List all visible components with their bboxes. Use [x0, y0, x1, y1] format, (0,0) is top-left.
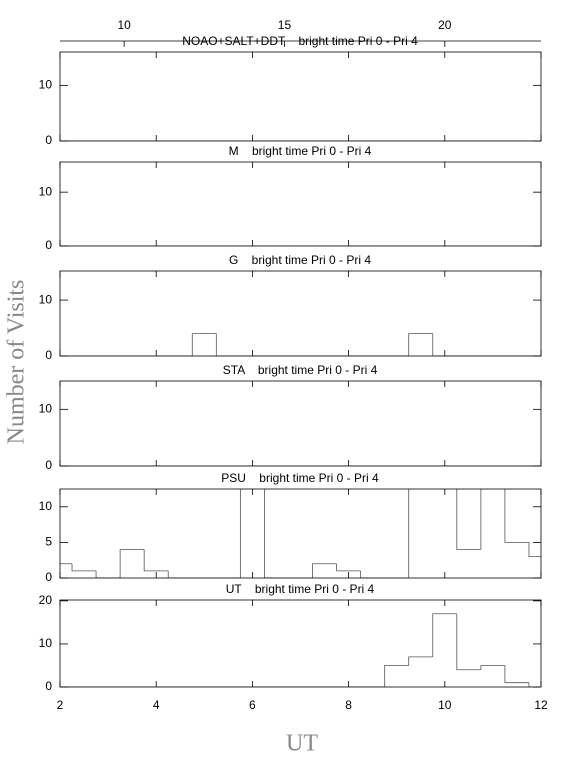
y-tick-label: 0 [45, 458, 52, 472]
histogram [60, 613, 541, 687]
x-tick-label: 12 [534, 698, 548, 712]
hist-bin [312, 563, 337, 578]
hist-bin [95, 570, 121, 578]
hist-bin [480, 489, 482, 550]
y-tick-label: 5 [45, 535, 52, 549]
panel-title: PSU bright time Pri 0 - Pri 4 [221, 471, 379, 485]
x-tick-label: 4 [153, 698, 160, 712]
x-tick-label: 2 [57, 698, 64, 712]
hist-bin [336, 563, 361, 572]
top-tick-label: 15 [278, 18, 292, 32]
y-tick-label: 10 [39, 499, 53, 513]
top-tick-label: 20 [438, 18, 452, 32]
plot-frame [59, 51, 542, 142]
hist-bin [119, 549, 145, 578]
hist-bin [143, 549, 169, 572]
x-tick-label: 8 [345, 698, 352, 712]
hist-bin [456, 613, 481, 671]
plot-frame [59, 488, 542, 579]
hist-bin [71, 563, 97, 572]
y-tick-label: 0 [45, 348, 52, 362]
y-tick-label: 10 [39, 292, 53, 306]
hist-bin [215, 333, 241, 356]
y-tick-label: 10 [39, 184, 53, 198]
hist-bin [60, 563, 73, 565]
y-tick-label: 0 [45, 133, 52, 147]
panel-title: NOAO+SALT+DDT bright time Pri 0 - Pri 4 [182, 34, 418, 48]
hist-bin [528, 682, 541, 687]
y-tick-label: 0 [45, 570, 52, 584]
y-tick-label: 10 [39, 402, 53, 416]
hist-bin [480, 665, 505, 670]
panel-title: STA bright time Pri 0 - Pri 4 [223, 363, 378, 377]
hist-bin [408, 489, 410, 578]
top-tick-label: 10 [117, 18, 131, 32]
hist-bin [360, 570, 385, 578]
hist-bin [264, 489, 289, 578]
histogram [60, 333, 541, 356]
x-tick-label: 10 [438, 698, 452, 712]
plot-frame [59, 270, 542, 357]
panel-title: G bright time Pri 0 - Pri 4 [229, 253, 371, 267]
y-tick-label: 0 [45, 679, 52, 693]
hist-bin [432, 613, 457, 657]
plot-frame [59, 161, 542, 247]
hist-bin [504, 489, 529, 543]
hist-bin [408, 656, 433, 666]
hist-bin [432, 333, 457, 356]
hist-bin [528, 542, 541, 558]
y-tick-label: 10 [39, 636, 53, 650]
y-tick-label: 0 [45, 238, 52, 252]
hist-bin [239, 489, 241, 578]
histogram [60, 489, 541, 578]
hist-bin [191, 333, 217, 356]
hist-bin [456, 489, 481, 550]
plot-frame [59, 380, 542, 467]
plot-frame [59, 599, 542, 688]
hist-bin [384, 665, 409, 687]
panel-title: UT bright time Pri 0 - Pri 4 [226, 582, 375, 596]
hist-bin [408, 333, 433, 356]
y-axis-label: Number of Visits [4, 280, 30, 445]
hist-bin [504, 665, 529, 684]
panel-title: M bright time Pri 0 - Pri 4 [229, 144, 372, 158]
x-tick-label: 6 [249, 698, 256, 712]
x-axis-label: UT [286, 731, 318, 757]
hist-bin [167, 570, 193, 578]
y-tick-label: 10 [39, 78, 53, 92]
y-tick-label: 20 [39, 593, 53, 607]
